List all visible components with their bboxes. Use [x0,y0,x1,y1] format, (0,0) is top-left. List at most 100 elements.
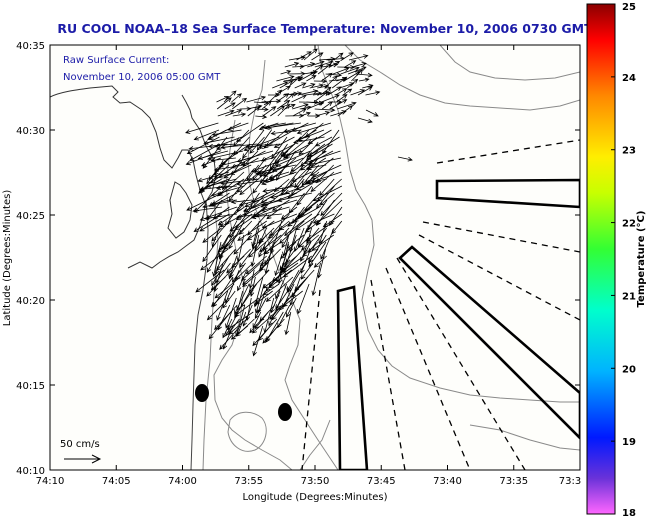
current-vector-arrow [234,297,260,317]
current-vector-arrow [311,52,324,61]
current-vector-arrow [341,52,354,61]
current-vector-arrow [214,276,241,299]
current-vector-arrow [284,213,313,237]
current-vector-arrow [202,227,222,243]
current-vector-arrow [229,262,239,278]
marker-ellipse-1 [195,384,209,402]
current-vector-arrow [283,255,297,268]
scale-label: 50 cm/s [60,439,100,450]
current-vector-arrow [206,297,230,321]
current-vector-arrow [270,105,286,117]
contour-sw-loop [227,411,267,452]
current-vector-arrow [218,157,251,168]
current-vector-arrow [332,67,350,75]
current-vector-arrow [258,241,267,258]
current-vector-arrow [208,311,232,340]
current-vector-arrow [262,164,289,177]
current-vector-arrow [276,75,295,82]
current-vector-arrow [206,248,221,273]
current-vector-arrow [197,171,230,183]
current-vector-arrow [211,129,242,137]
annotation-line-2: November 10, 2006 05:00 GMT [63,72,221,83]
lane-4 [396,257,526,470]
current-vector-arrow [219,213,245,228]
colorbar-tick-label: 23 [622,146,636,157]
current-vector-arrow [310,64,324,75]
contour-inner [202,199,219,470]
current-vector-arrow [244,192,275,208]
current-vector-arrow [296,129,325,142]
current-vector-arrow [236,213,260,219]
southern-coast [190,199,209,470]
dump-site-long-narrow [336,285,369,470]
current-vector-arrow [222,325,234,350]
current-vector-arrow [306,75,317,82]
colorbar-tick-label: 24 [622,73,636,84]
y-tick-label: 40:30 [16,126,45,137]
current-vector-arrow [225,109,243,117]
current-vector-arrow [291,171,312,182]
barrier-island [167,181,193,239]
x-tick-label: 74:05 [102,476,131,487]
current-vector-arrow [276,93,290,103]
current-vector-arrow [262,199,283,207]
current-vector-arrow [315,111,331,117]
current-vector-arrow [274,255,283,277]
current-vector-arrow [300,111,311,117]
current-vector-arrow [352,62,367,68]
current-vector-arrow [214,255,223,276]
current-vector-arrow [292,103,309,110]
x-tick-label: 74:10 [36,476,65,487]
current-vector-arrow [346,78,359,89]
current-vector-arrow [321,72,333,82]
current-vector-arrow [208,129,227,140]
current-vector-arrow [186,192,223,211]
current-vector-arrow [200,248,229,271]
current-vector-arrow [219,325,241,350]
current-vector-arrow [270,192,290,199]
current-vector-arrow [337,101,357,110]
current-vector-arrow [298,71,316,82]
current-vector-arrow [231,255,245,268]
current-vector-arrow [249,318,263,334]
current-vector-arrow [284,311,292,336]
current-vector-arrow [286,297,297,318]
current-vector-arrow [258,325,271,342]
current-vector-arrow [321,94,340,103]
current-vector-arrow [306,143,326,158]
current-vector-arrow [294,82,307,89]
annotation-line-1: Raw Surface Current: [63,55,169,66]
current-vector-arrow [314,107,336,113]
current-vector-arrow [300,262,314,280]
current-vector-arrow [262,185,297,193]
current-vector-arrow [335,88,348,96]
current-vector-arrow [306,227,320,244]
current-vector-arrow [319,178,335,197]
current-vector-arrow [357,117,373,124]
current-vector-arrow [210,157,236,163]
current-vector-arrow [344,60,357,68]
current-vector-arrow [271,297,290,321]
current-vector-arrow [259,255,275,267]
current-vector-arrow [227,318,248,335]
current-vector-arrow [283,92,295,103]
x-tick-label: 73:55 [234,476,263,487]
current-vector-arrow [331,76,348,89]
figure-title: RU COOL NOAA–18 Sea Surface Temperature:… [57,21,593,36]
current-vector-arrow [296,122,332,135]
current-vector-arrow [329,99,348,110]
current-vector-arrow [228,220,245,250]
current-vector-arrow [265,325,279,342]
contour-channel [317,45,580,403]
current-vector-arrow [293,136,325,145]
current-vector-arrow [202,234,222,263]
current-vector-arrow [348,54,369,61]
current-vector-arrow [294,157,319,189]
current-vector-arrow [240,157,274,167]
colorbar-label: Temperature (°C) [636,211,647,308]
current-vector-arrow [236,171,260,193]
surface-current-vectors [185,48,413,357]
x-axis-ticks: 74:10 74:05 74:00 73:55 73:50 73:45 73:40 73:35… [36,45,581,487]
current-vector-arrow [280,206,298,220]
current-vector-arrow [226,311,254,331]
